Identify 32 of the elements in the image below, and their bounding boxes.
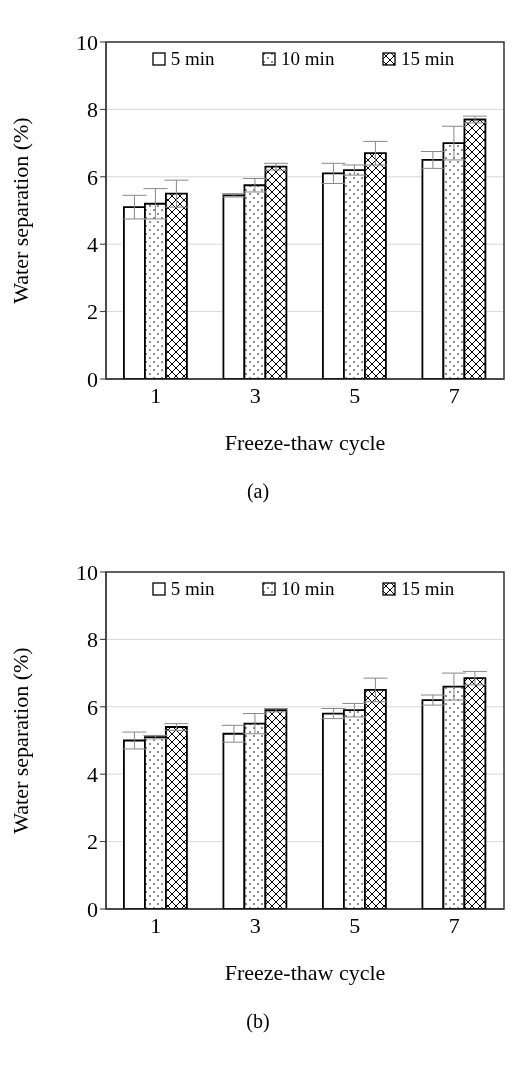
x-tick-label: 1 xyxy=(150,912,162,938)
y-tick-label: 8 xyxy=(87,97,98,123)
x-tick-label: 5 xyxy=(349,912,361,938)
x-tick-label: 3 xyxy=(249,382,261,408)
y-tick-label: 10 xyxy=(76,29,98,55)
legend-label: 10 min xyxy=(280,578,335,600)
y-axis-title: Water separation (%) xyxy=(7,117,33,304)
y-tick-label: 6 xyxy=(87,694,98,720)
y-tick-label: 2 xyxy=(87,829,98,855)
text: (b) xyxy=(245,1010,271,1033)
text: (a) xyxy=(245,480,271,503)
legend-label: 10 min xyxy=(280,48,335,70)
y-tick-label: 6 xyxy=(87,164,98,190)
x-tick-label: 7 xyxy=(448,382,460,408)
y-tick-label: 4 xyxy=(87,232,98,258)
legend-label: 15 min xyxy=(399,48,455,70)
x-tick-label: 1 xyxy=(150,382,162,408)
x-tick-label: 7 xyxy=(448,912,460,938)
y-tick-label: 2 xyxy=(87,299,98,325)
x-axis-title: Freeze-thaw cycle xyxy=(224,960,386,985)
x-tick-label: 3 xyxy=(249,912,261,938)
legend-label: 5 min xyxy=(169,48,215,70)
y-tick-label: 10 xyxy=(76,559,98,585)
y-tick-label: 4 xyxy=(87,762,98,788)
y-tick-label: 8 xyxy=(87,627,98,653)
x-axis-title: Freeze-thaw cycle xyxy=(224,430,386,455)
legend-label: 5 min xyxy=(169,578,215,600)
y-tick-label: 0 xyxy=(87,896,98,922)
y-axis-title: Water separation (%) xyxy=(7,647,33,834)
x-tick-label: 5 xyxy=(349,382,361,408)
legend-label: 15 min xyxy=(399,578,455,600)
y-tick-label: 0 xyxy=(87,366,98,392)
